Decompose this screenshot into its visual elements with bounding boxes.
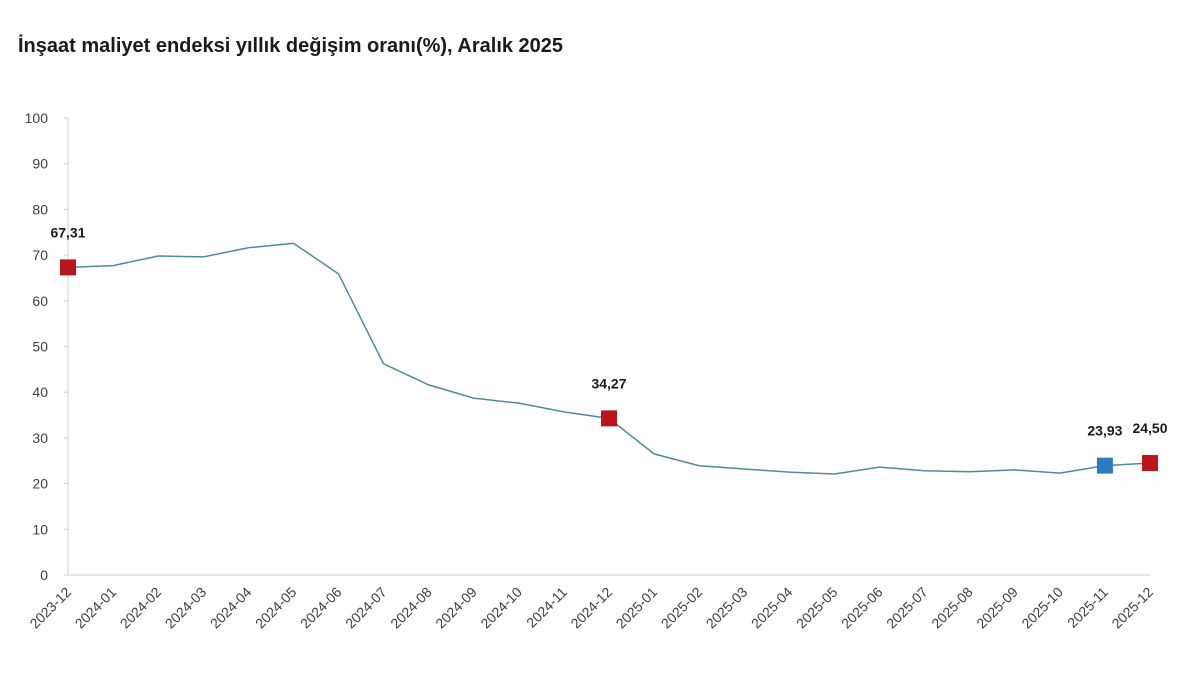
y-tick-label: 80 — [32, 201, 48, 217]
data-label: 34,27 — [591, 375, 626, 391]
y-tick-label: 60 — [32, 293, 48, 309]
x-tick-label: 2024-05 — [252, 584, 300, 632]
data-label: 23,93 — [1087, 423, 1122, 439]
x-tick-label: 2024-11 — [523, 584, 570, 631]
x-tick-label: 2024-08 — [387, 584, 435, 632]
y-tick-label: 70 — [32, 247, 48, 263]
x-tick-label: 2025-12 — [1108, 584, 1156, 632]
marker — [601, 410, 617, 427]
data-label: 67,31 — [50, 224, 85, 240]
x-tick-label: 2025-08 — [928, 584, 976, 632]
y-tick-label: 20 — [32, 476, 48, 492]
x-tick-label: 2025-02 — [658, 584, 706, 632]
x-tick-label: 2024-02 — [117, 584, 165, 632]
x-tick-label: 2024-12 — [567, 584, 615, 632]
x-tick-label: 2025-06 — [838, 584, 886, 632]
x-tick-label: 2025-05 — [793, 584, 841, 632]
y-tick-label: 10 — [32, 521, 48, 537]
line — [67, 242, 1151, 475]
chart-title: İnşaat maliyet endeksi yıllık değişim or… — [18, 34, 563, 57]
marker — [1142, 455, 1158, 472]
x-tick-label: 2025-01 — [613, 584, 661, 632]
x-tick-label: 2023-12 — [26, 584, 74, 632]
y-tick-label: 100 — [25, 110, 49, 126]
x-tick-label: 2024-03 — [162, 584, 210, 632]
x-tick-label: 2024-06 — [297, 584, 345, 632]
x-tick-label: 2024-10 — [477, 584, 525, 632]
x-tick-label: 2025-10 — [1018, 584, 1066, 632]
y-tick-label: 0 — [40, 567, 48, 583]
y-tick-label: 90 — [32, 156, 48, 172]
x-tick-label: 2024-04 — [207, 584, 255, 632]
x-tick-label: 2025-11 — [1064, 584, 1111, 631]
marker — [60, 259, 76, 276]
marker — [1096, 457, 1113, 474]
y-tick-label: 30 — [32, 430, 48, 446]
y-tick-label: 50 — [32, 339, 48, 355]
y-tick-label: 40 — [32, 384, 48, 400]
x-tick-label: 2025-07 — [883, 584, 931, 632]
x-tick-label: 2024-01 — [72, 584, 120, 632]
x-tick-label: 2025-09 — [973, 584, 1021, 632]
data-label: 24,50 — [1132, 420, 1167, 436]
x-tick-label: 2025-04 — [748, 584, 796, 632]
x-tick-label: 2025-03 — [703, 584, 751, 632]
x-tick-label: 2024-07 — [342, 584, 390, 632]
x-tick-label: 2024-09 — [432, 584, 480, 632]
